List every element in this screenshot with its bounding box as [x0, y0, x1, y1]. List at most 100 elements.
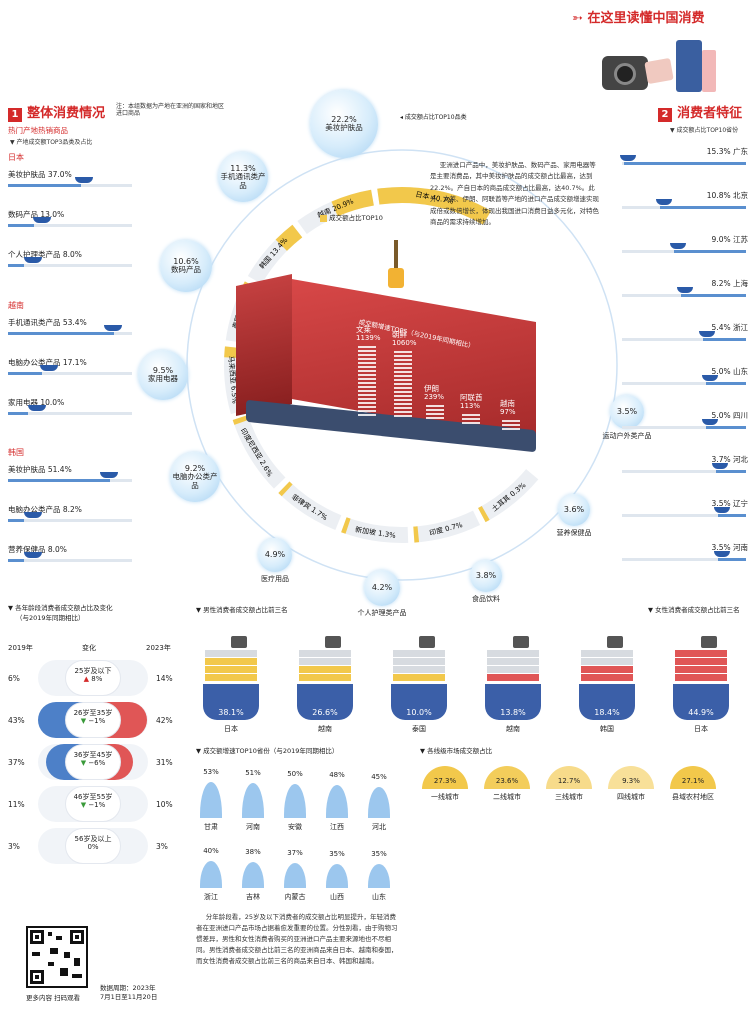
bubble-percent: 9.2%	[184, 463, 206, 473]
product-label: 美妆护肤品 51.4%	[8, 465, 72, 474]
ring-segment-fill	[377, 187, 491, 225]
age-2019-value: 6%	[8, 674, 20, 683]
legend-swatch	[320, 214, 327, 222]
hill-shape	[284, 863, 306, 888]
growth-value: 97%	[500, 408, 516, 416]
category-bubble: 22.2% 美妆护肤品	[310, 90, 378, 158]
ship-cargo-row	[487, 650, 539, 657]
ship-bridge	[607, 636, 623, 648]
section-number: 2	[658, 108, 672, 122]
age-label-pill: 56岁及以上 0%	[65, 828, 121, 864]
ring-segment-fill	[478, 505, 490, 523]
outer-ring	[186, 149, 618, 581]
category-bubble: 4.2%	[364, 570, 400, 606]
ship-country: 韩国	[600, 725, 614, 733]
country-name: 韩国	[8, 448, 24, 457]
boat-icon	[24, 512, 43, 518]
city-percent: 27.1%	[681, 777, 705, 785]
city-title-text: 各线级市场成交额占比	[427, 747, 493, 755]
product-bar-fill	[8, 559, 24, 562]
up-arrow-icon: ▲	[83, 675, 92, 684]
hill-province: 江西	[330, 823, 344, 831]
bubble-label: 医疗用品	[261, 575, 289, 583]
ship-cargo-row	[675, 658, 727, 665]
ring-segment-fill	[224, 346, 241, 359]
growth-value: 239%	[424, 392, 445, 401]
ship-country: 越南	[506, 725, 520, 733]
ship-cargo-row	[675, 674, 727, 681]
province-label: 8.2% 上海	[711, 279, 748, 288]
product-bar	[8, 479, 132, 482]
province-bar	[660, 206, 746, 209]
male-title: ▼ 男性消费者成交额占比前三名	[196, 606, 288, 614]
bubble-percent: 3.5%	[616, 407, 638, 417]
city-dome	[608, 766, 654, 789]
product-bar	[8, 559, 132, 562]
boat-icon	[714, 551, 730, 557]
age-2023-value: 42%	[156, 716, 173, 725]
age-header-2023: 2023年	[146, 644, 171, 652]
ring-segment-track	[477, 469, 539, 523]
ring-segment-fill	[331, 189, 375, 217]
province-track	[622, 558, 746, 561]
province-subheading: ▼ 成交额占比TOP10省份	[670, 127, 739, 134]
province-bar	[624, 162, 746, 165]
bubble-label: 运动户外类产品	[602, 432, 652, 440]
growth-bar	[394, 350, 412, 418]
bubble-percent: 3.6%	[563, 505, 585, 515]
boat-icon	[656, 199, 672, 205]
age-2023-value: 31%	[156, 758, 173, 767]
product-label: 手机通讯类产品 53.4%	[8, 318, 87, 327]
down-arrow-icon: ▼	[80, 759, 89, 768]
hill-province: 内蒙古	[284, 893, 306, 901]
product-bar-fill	[8, 184, 82, 187]
product-bar	[8, 372, 132, 375]
ship-cargo-row	[299, 674, 351, 681]
ring-segment-fill	[275, 224, 303, 252]
ship-cargo-row	[393, 650, 445, 657]
paragraph-1: 亚洲进口产品中，美妆护肤品、数码产品、家用电器等是主要消费品，其中美妆护肤品的成…	[430, 161, 599, 226]
boat-icon	[702, 375, 718, 381]
product-bar	[8, 412, 132, 415]
city-dome	[670, 766, 716, 789]
top3-subheading-text: 产地成交额TOP3品类及占比	[16, 139, 93, 146]
bubble-percent: 3.8%	[475, 571, 497, 581]
product-bar	[8, 264, 132, 267]
ship-cargo-row	[675, 650, 727, 657]
hot-products-heading: 热门产地热销商品	[8, 126, 68, 135]
ship-percent: 13.8%	[500, 708, 526, 717]
hill-shape	[284, 784, 306, 818]
bubble-label: 电脑办公类产品	[172, 471, 218, 490]
age-change: ▲ 8%	[66, 675, 120, 683]
boat-icon	[714, 507, 730, 513]
boat-icon	[702, 419, 718, 425]
age-header-change: 变化	[82, 644, 96, 652]
city-name: 一线城市	[431, 793, 459, 801]
province-bar	[706, 382, 746, 385]
age-title-text: 各年龄段消费者成交额占比及变化	[15, 604, 113, 612]
ship-country: 日本	[224, 725, 238, 733]
hill-percent: 37%	[287, 849, 303, 857]
hill-shape	[326, 864, 348, 888]
bubble-percent: 11.3%	[230, 163, 256, 173]
province-subheading-text: 成交额占比TOP10省份	[676, 127, 739, 134]
category-bubble: 9.2% 电脑办公类产品	[170, 452, 220, 502]
ship-bridge	[513, 636, 529, 648]
growth-name: 越南	[500, 399, 515, 408]
province-track	[622, 382, 746, 385]
ship-country: 泰国	[412, 725, 426, 733]
age-2023-value: 3%	[156, 842, 168, 851]
age-change-value: 8%	[91, 675, 103, 684]
ring-segment-fill	[278, 481, 293, 497]
bubble-percent: 10.6%	[173, 257, 199, 267]
hill-province: 浙江	[204, 893, 218, 901]
data-period: 数据周期：2023年 7月1日至11月20日	[100, 984, 157, 1002]
growth-name: 朝鲜	[392, 329, 407, 339]
boat-icon	[620, 155, 636, 161]
bubble-label: 数码产品	[171, 265, 201, 275]
section2-title: 2 消费者特征	[658, 102, 742, 122]
qr-code[interactable]	[26, 926, 88, 988]
product-label: 数码产品 13.0%	[8, 210, 65, 219]
period-line: 7月1日至11月20日	[100, 993, 158, 1002]
top10-label-text: 成交额占比TOP10品类	[404, 114, 467, 121]
